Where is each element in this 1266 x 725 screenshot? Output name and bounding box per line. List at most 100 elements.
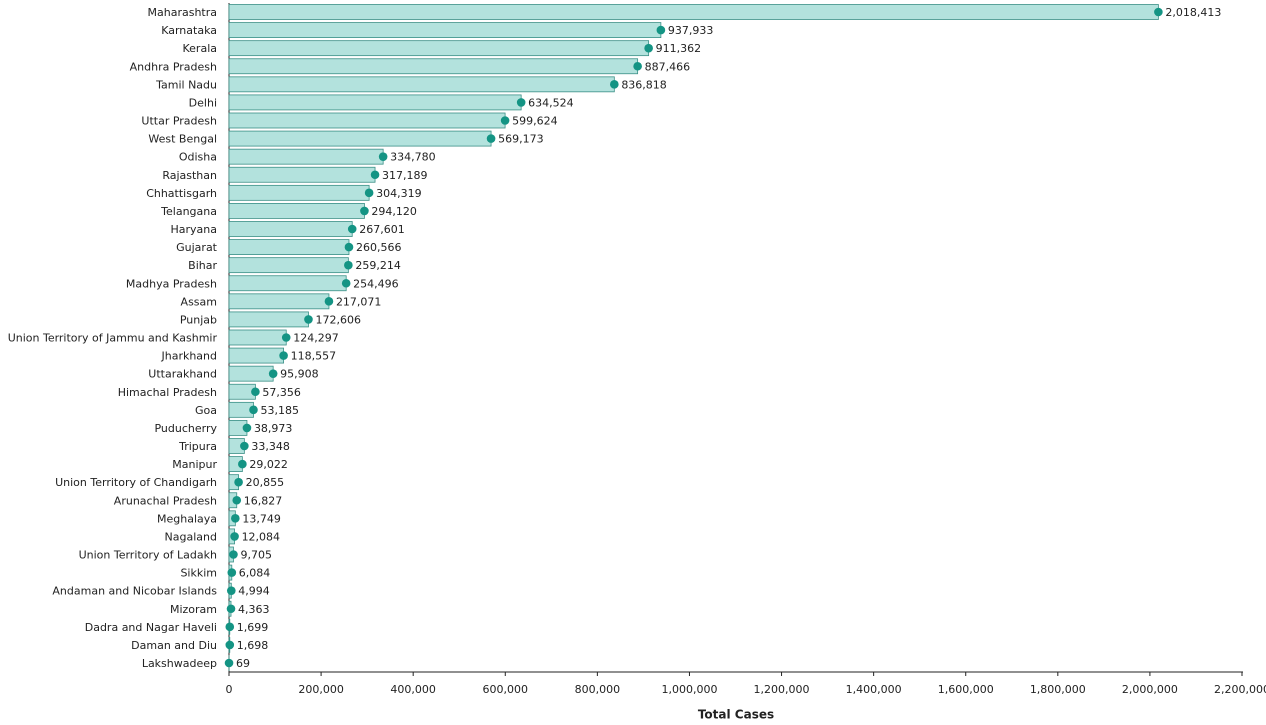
x-tick-label: 2,000,000: [1122, 683, 1178, 696]
y-tick-label: Nagaland: [165, 530, 217, 543]
bar: [228, 221, 353, 237]
value-label: 634,524: [528, 96, 574, 109]
value-label: 172,606: [315, 313, 361, 326]
bar-marker: [226, 604, 236, 614]
value-label: 124,297: [293, 332, 339, 345]
y-tick-label: Uttarakhand: [148, 368, 217, 381]
y-tick-label: Tripura: [178, 440, 217, 453]
y-tick-label: Rajasthan: [162, 169, 217, 182]
bar-marker: [656, 25, 666, 35]
x-tick-label: 2,200,000: [1214, 683, 1266, 696]
y-tick-label: Sikkim: [180, 567, 217, 580]
y-tick-label: Puducherry: [154, 422, 217, 435]
value-label: 1,698: [237, 639, 269, 652]
y-tick-label: Meghalaya: [157, 512, 217, 525]
bar: [228, 365, 274, 382]
value-label: 4,994: [238, 585, 269, 598]
y-tick-label: Gujarat: [176, 241, 218, 254]
bar-marker: [1154, 7, 1163, 17]
bar-marker: [500, 116, 510, 125]
bar-marker: [251, 387, 260, 397]
bar-marker: [344, 260, 353, 270]
bar-marker: [232, 495, 242, 505]
x-tick-label: 0: [226, 683, 233, 696]
y-tick-label: Goa: [195, 404, 217, 417]
bar-marker: [516, 98, 526, 107]
y-tick-label: Uttar Pradesh: [141, 115, 217, 128]
bar-marker: [370, 170, 380, 180]
y-tick-label: Telangana: [160, 205, 217, 218]
value-label: 294,120: [371, 205, 417, 218]
bar: [228, 311, 309, 328]
bar: [228, 347, 284, 364]
y-tick-label: Kerala: [183, 42, 218, 55]
value-label: 911,362: [656, 42, 702, 55]
bar-marker: [610, 80, 619, 89]
bar: [228, 184, 370, 201]
value-label: 254,496: [353, 277, 399, 290]
value-label: 95,908: [280, 368, 319, 381]
y-tick-label: Mizoram: [170, 603, 217, 616]
bar-marker: [231, 514, 240, 523]
value-label: 260,566: [356, 241, 402, 254]
y-tick-label: Himachal Pradesh: [118, 386, 217, 399]
value-label: 57,356: [262, 386, 301, 399]
bar-marker: [268, 369, 278, 378]
y-tick-label: Lakshwadeep: [142, 657, 217, 670]
value-label: 2,018,413: [1165, 6, 1221, 19]
y-tick-label: Tamil Nadu: [155, 78, 217, 91]
bar: [228, 275, 347, 292]
value-label: 217,071: [336, 295, 382, 308]
x-tick-label: 1,800,000: [1030, 683, 1086, 696]
x-tick-label: 600,000: [483, 683, 529, 696]
x-tick-label: 1,200,000: [754, 683, 810, 696]
bar-marker: [644, 43, 653, 53]
bar-marker: [304, 315, 313, 324]
x-tick-label: 1,400,000: [846, 683, 902, 696]
value-label: 12,084: [242, 530, 281, 543]
bar-marker: [364, 188, 374, 198]
y-tick-label: Andaman and Nicobar Islands: [52, 585, 217, 598]
y-tick-label: Maharashtra: [148, 6, 218, 19]
value-label: 569,173: [498, 133, 544, 146]
y-tick-label: Haryana: [171, 223, 218, 236]
value-label: 599,624: [512, 115, 558, 128]
y-tick-label: Arunachal Pradesh: [114, 494, 217, 507]
bar-marker: [229, 550, 238, 559]
bar: [228, 257, 349, 274]
y-tick-label: Chhattisgarh: [146, 187, 217, 200]
y-tick-label: Odisha: [179, 151, 217, 164]
y-tick-label: Madhya Pradesh: [126, 277, 217, 290]
y-tick-label: Karnataka: [161, 24, 217, 37]
bar-marker: [224, 658, 234, 668]
bar-marker: [486, 134, 496, 143]
y-tick-label: Jharkhand: [160, 350, 217, 363]
bar: [228, 4, 1159, 20]
bar-marker: [279, 351, 288, 360]
bar: [228, 76, 615, 93]
y-tick-label: Manipur: [172, 458, 217, 471]
bar-marker: [230, 532, 239, 541]
x-tick-label: 400,000: [390, 683, 436, 696]
x-tick-label: 200,000: [298, 683, 344, 696]
value-label: 20,855: [246, 476, 285, 489]
value-label: 937,933: [668, 24, 714, 37]
bar-marker: [227, 568, 237, 577]
y-tick-label: Delhi: [189, 96, 217, 109]
bar: [228, 40, 650, 57]
bar-marker: [242, 423, 252, 433]
bar: [228, 148, 384, 165]
value-label: 9,705: [240, 549, 271, 562]
x-tick-label: 1,600,000: [938, 683, 994, 696]
value-label: 6,084: [239, 567, 270, 580]
y-tick-label: Daman and Diu: [131, 639, 217, 652]
bar-marker: [633, 61, 642, 71]
value-label: 16,827: [244, 494, 282, 507]
x-tick-label: 1,000,000: [661, 683, 717, 696]
bar-marker: [378, 152, 388, 161]
bar-marker: [249, 405, 258, 415]
y-tick-label: Union Territory of Jammu and Kashmir: [8, 332, 218, 345]
value-label: 29,022: [249, 458, 288, 471]
